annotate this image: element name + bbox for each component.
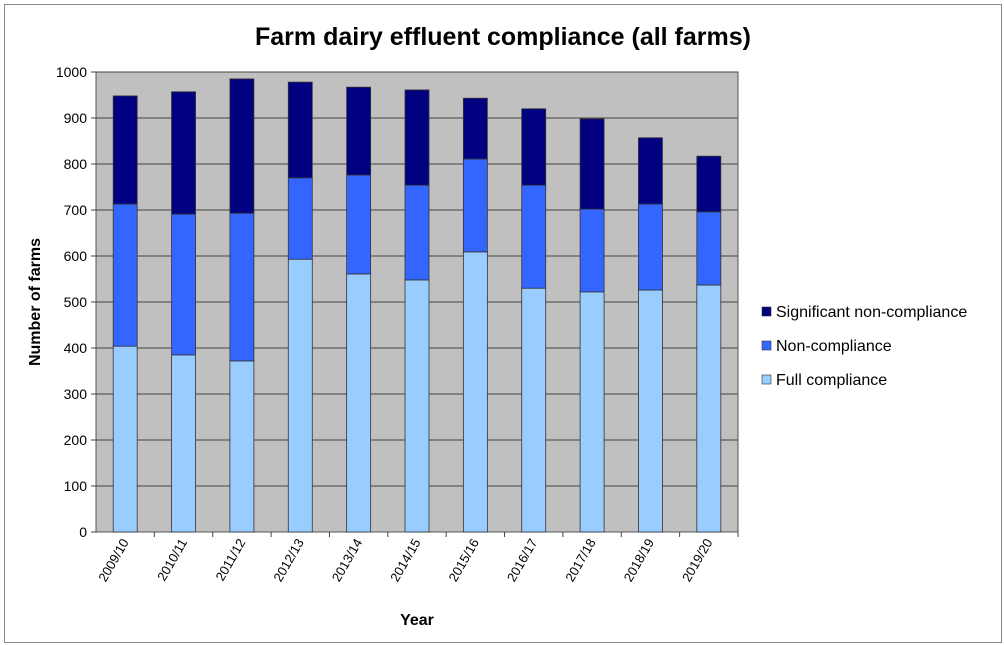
bar-segment — [287, 81, 313, 179]
chart-title: Farm dairy effluent compliance (all farm… — [255, 23, 751, 51]
bar-segment — [521, 184, 547, 289]
y-tick-label: 0 — [79, 524, 87, 540]
bar-segment — [229, 212, 255, 362]
bar-segment — [638, 203, 663, 291]
x-tick-label: 2012/13 — [270, 536, 306, 584]
y-tick-label: 700 — [64, 202, 88, 218]
bar-segment — [404, 184, 430, 281]
y-tick-label: 100 — [64, 478, 88, 494]
x-tick-label: 2018/19 — [621, 536, 657, 584]
bar-segment — [404, 279, 430, 533]
bar-segment — [696, 155, 722, 213]
bar-segment — [112, 203, 138, 347]
bar-segment — [462, 158, 488, 253]
legend-swatch — [761, 374, 772, 385]
legend-label: Significant non-compliance — [776, 304, 967, 321]
bar-segment — [521, 287, 547, 533]
x-tick-label: 2011/12 — [213, 536, 249, 583]
bar-segment — [287, 258, 313, 533]
y-tick-label: 200 — [64, 432, 88, 448]
x-tick-label: 2015/16 — [445, 536, 481, 584]
bar-segment — [287, 177, 313, 260]
legend-label: Non-compliance — [776, 338, 892, 355]
chart-frame: Farm dairy effluent compliance (all farm… — [4, 4, 1002, 643]
bar-segment — [638, 289, 663, 533]
legend-swatch — [761, 340, 772, 351]
y-axis-label: Number of farms — [27, 238, 44, 366]
x-tick-label: 2017/18 — [562, 536, 598, 584]
stacked-bar-chart: Farm dairy effluent compliance (all farm… — [27, 23, 967, 629]
bar-segment — [171, 213, 196, 356]
bar-segment — [462, 251, 488, 533]
bar-segment — [638, 137, 663, 205]
bar-segment — [112, 95, 138, 205]
y-tick-label: 500 — [64, 294, 88, 310]
y-tick-label: 300 — [64, 386, 88, 402]
legend-swatch — [761, 306, 772, 317]
bar-segment — [229, 78, 255, 214]
bar-segment — [171, 354, 196, 533]
x-tick-label: 2016/17 — [504, 536, 540, 584]
bar-segment — [229, 360, 255, 533]
x-tick-label: 2014/15 — [387, 536, 423, 584]
bar-segment — [579, 291, 605, 533]
y-tick-label: 900 — [64, 110, 88, 126]
y-tick-label: 600 — [64, 248, 88, 264]
bar-segment — [171, 91, 196, 215]
bar-segment — [112, 345, 138, 533]
x-axis-label: Year — [400, 612, 434, 629]
bar-segment — [346, 86, 372, 176]
bar-segment — [404, 89, 430, 186]
y-tick-label: 1000 — [56, 64, 87, 80]
y-tick-label: 800 — [64, 156, 88, 172]
bar-segment — [579, 208, 605, 293]
y-tick-label: 400 — [64, 340, 88, 356]
bar-segment — [696, 284, 722, 533]
legend-label: Full compliance — [776, 372, 887, 389]
x-tick-label: 2013/14 — [329, 536, 365, 584]
bar-segment — [521, 108, 547, 186]
bar-segment — [346, 273, 372, 533]
bar-segment — [462, 97, 488, 160]
bar-segment — [696, 211, 722, 286]
x-tick-label: 2009/10 — [95, 536, 131, 584]
bar-segment — [346, 174, 372, 275]
x-tick-label: 2010/11 — [154, 536, 190, 583]
x-tick-label: 2019/20 — [679, 536, 715, 584]
bar-segment — [579, 118, 605, 210]
